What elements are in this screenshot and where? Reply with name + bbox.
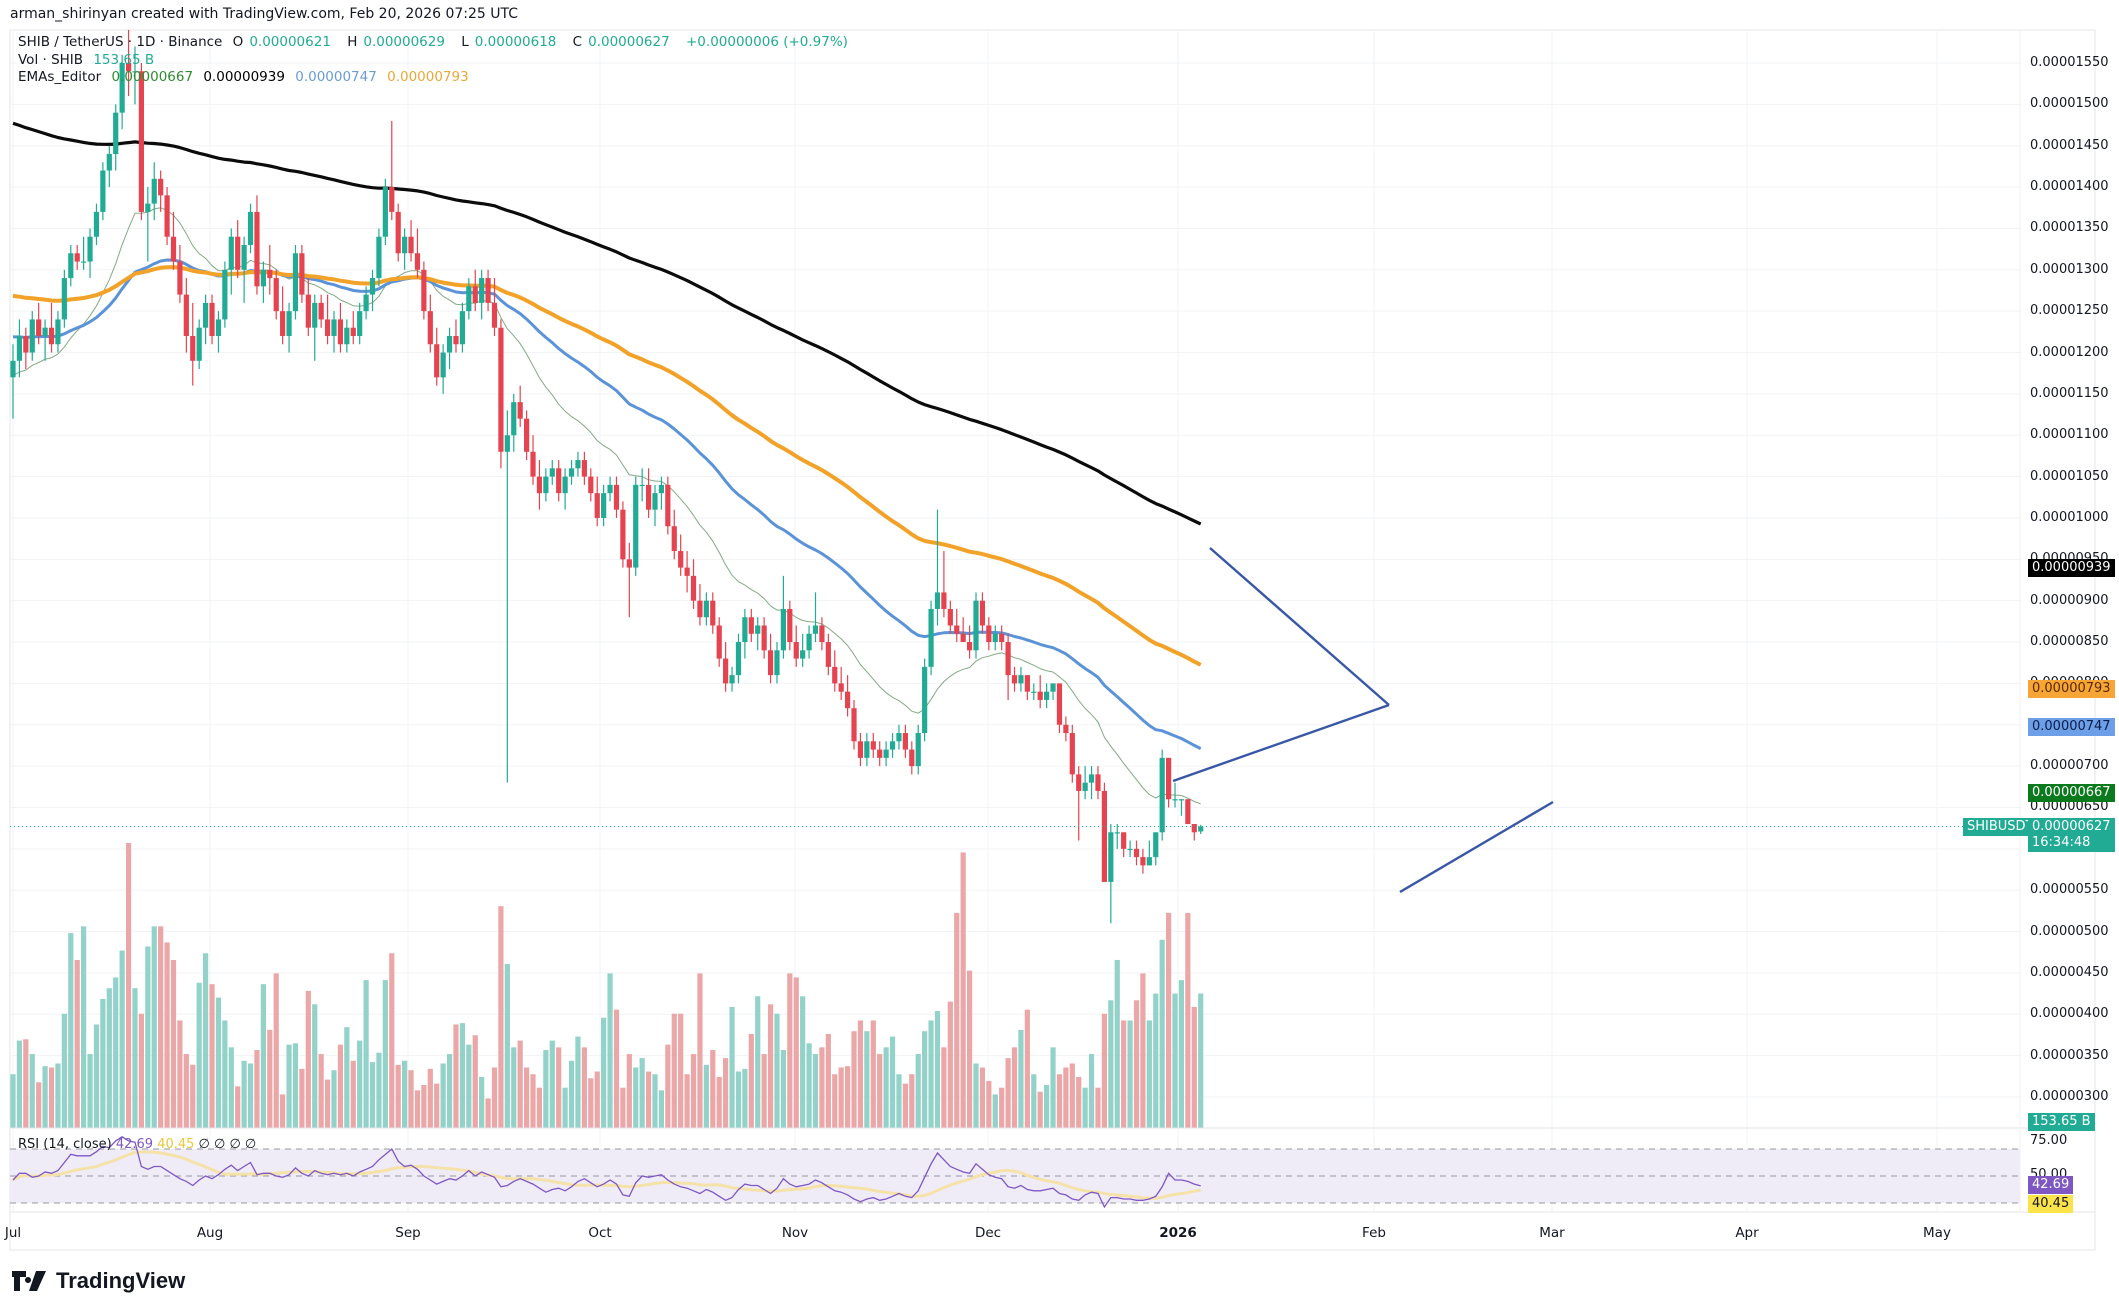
last-price-value: 0.00000627 — [2032, 818, 2111, 834]
low-value: 0.00000618 — [474, 34, 557, 50]
volume-bars — [10, 843, 1204, 1128]
price-axis-label: 0.00001450 — [2030, 137, 2109, 153]
price-axis-label: 0.00000400 — [2030, 1006, 2109, 1022]
ema-legend[interactable]: EMAs_Editor 0.00000667 0.00000939 0.0000… — [18, 69, 475, 85]
time-axis-label: Aug — [196, 1225, 224, 1241]
low-label: L — [461, 34, 469, 50]
time-axis-label: Mar — [1539, 1225, 1565, 1241]
time-axis-label: Apr — [1735, 1225, 1759, 1241]
price-axis-label: 0.00001000 — [2030, 509, 2109, 525]
symbol-title: SHIB / TetherUS · 1D · Binance — [18, 34, 223, 50]
price-axis-label: 0.00000900 — [2030, 592, 2109, 608]
time-axis-label: May — [1923, 1225, 1951, 1241]
price-axis-label: 0.00001050 — [2030, 468, 2109, 484]
grid-lines — [10, 30, 2020, 1212]
rsi-ma-legend-value: 40.45 — [157, 1137, 195, 1152]
ema200-value: 0.00000939 — [203, 69, 285, 85]
price-axis-label: 0.00001550 — [2030, 55, 2109, 70]
time-axis-label: 2026 — [1159, 1225, 1197, 1241]
rsi-legend-value: 42.69 — [115, 1137, 154, 1152]
rsi-legend-extras: ∅ ∅ ∅ ∅ — [198, 1137, 257, 1152]
tradingview-logo-text: TradingView — [56, 1268, 186, 1293]
price-axis-label: 0.00000550 — [2030, 882, 2109, 898]
volume-legend[interactable]: Vol · SHIB 153.65 B — [18, 52, 160, 68]
price-axis-label: 0.00000450 — [2030, 964, 2109, 980]
high-value: 0.00000629 — [363, 34, 445, 50]
open-value: 0.00000621 — [249, 34, 331, 50]
trendline-drawings[interactable] — [1172, 547, 1554, 894]
time-axis-label: Jul — [4, 1225, 22, 1241]
time-axis-label: Oct — [588, 1225, 612, 1241]
rsi-value-tag: 42.69 — [2028, 1176, 2074, 1194]
high-label: H — [347, 34, 358, 50]
price-axis-label: 0.00000650 — [2030, 799, 2109, 815]
tradingview-logo[interactable]: TradingView — [12, 1268, 185, 1294]
price-axis-label: 0.00000500 — [2030, 923, 2109, 939]
ema-lines — [12, 121, 1202, 805]
rsi-legend[interactable]: RSI (14, close) 42.69 40.45 ∅ ∅ ∅ ∅ — [18, 1137, 256, 1152]
countdown-timer: 16:34:48 — [2032, 834, 2091, 850]
rsi-legend-label: RSI (14, close) — [18, 1137, 112, 1152]
time-axis-label: Sep — [395, 1225, 421, 1241]
rsi-axis-75: 75.00 — [2030, 1133, 2068, 1148]
ema100-value: 0.00000793 — [387, 69, 469, 85]
ema20-price-tag: 0.00000667 — [2028, 784, 2115, 803]
ema20-value: 0.00000667 — [111, 69, 194, 85]
time-axis-label: Nov — [781, 1225, 809, 1241]
symbol-legend[interactable]: SHIB / TetherUS · 1D · Binance O 0.000006… — [18, 34, 854, 50]
ema-legend-label: EMAs_Editor — [18, 69, 102, 85]
price-axis-label: 0.00000350 — [2030, 1047, 2109, 1063]
rsi-pane — [10, 1136, 2020, 1209]
price-axis-label: 0.00000300 — [2030, 1089, 2109, 1104]
ema50-price-tag: 0.00000747 — [2028, 718, 2115, 737]
price-axis-label: 0.00000850 — [2030, 634, 2109, 650]
volume-tag: 153.65 B — [2028, 1113, 2095, 1131]
rsi-ma-value-tag: 40.45 — [2028, 1195, 2074, 1213]
price-axis-label: 0.00001300 — [2030, 261, 2109, 277]
price-axis-label: 0.00001200 — [2030, 344, 2109, 360]
time-axis-label: Dec — [974, 1225, 1002, 1241]
ema100-price-tag: 0.00000793 — [2028, 680, 2115, 699]
tradingview-logo-icon — [12, 1271, 46, 1291]
close-label: C — [572, 34, 583, 50]
volume-legend-label: Vol · SHIB — [18, 52, 84, 68]
ema50-value: 0.00000747 — [295, 69, 377, 85]
price-axis-label: 0.00001500 — [2030, 96, 2109, 112]
last-price-tag: 0.00000627 16:34:48 — [2028, 817, 2115, 852]
price-axis-label: 0.00001350 — [2030, 220, 2109, 236]
price-axis-label: 0.00001400 — [2030, 179, 2109, 195]
open-label: O — [232, 34, 244, 50]
volume-legend-value: 153.65 B — [93, 52, 155, 68]
price-axis-label: 0.00001150 — [2030, 385, 2109, 401]
attribution-text: arman_shirinyan created with TradingView… — [10, 6, 519, 22]
time-axis-label: Feb — [1362, 1225, 1386, 1241]
price-axis-label: 0.00001100 — [2030, 427, 2109, 443]
price-axis-label: 0.00000700 — [2030, 758, 2109, 774]
symbol-tag: SHIBUSDT — [1963, 817, 2038, 836]
change-value: +0.00000006 (+0.97%) — [686, 34, 848, 50]
price-axis-label: 0.00001250 — [2030, 303, 2109, 319]
close-value: 0.00000627 — [588, 34, 670, 50]
ema200-price-tag: 0.00000939 — [2028, 559, 2115, 578]
candlesticks — [10, 29, 2020, 924]
